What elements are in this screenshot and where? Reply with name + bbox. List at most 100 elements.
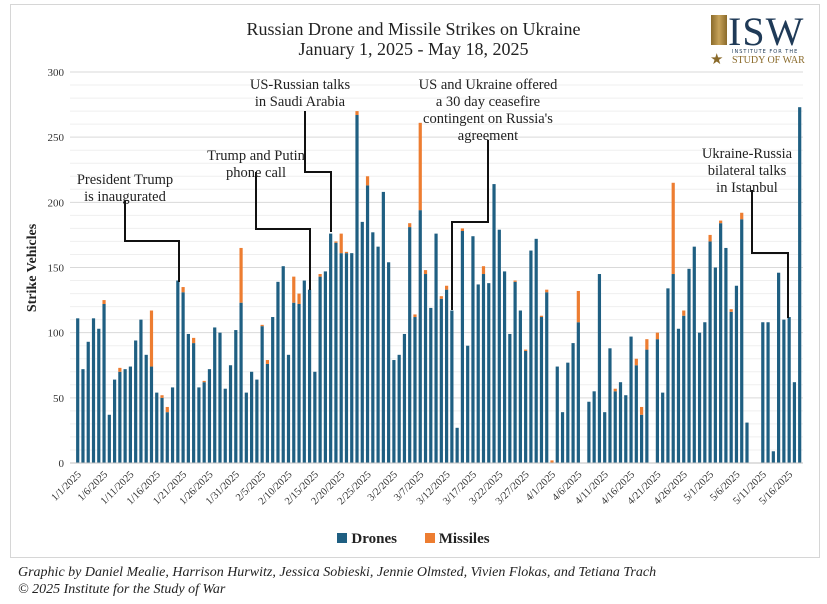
bar-drones xyxy=(545,292,549,463)
bar-missiles xyxy=(423,270,428,275)
bar-drones xyxy=(134,340,138,463)
bar-drones xyxy=(576,322,580,463)
bar-drones xyxy=(766,322,770,463)
bar-drones xyxy=(787,317,791,463)
bar-drones xyxy=(218,332,222,463)
bar-drones xyxy=(676,328,681,463)
bar-missiles xyxy=(365,176,370,186)
chart-subtitle: January 1, 2025 - May 18, 2025 xyxy=(298,39,529,59)
bar-drones xyxy=(666,288,670,463)
bar-drones xyxy=(192,343,196,463)
bar-drones xyxy=(629,336,633,463)
bar-drones xyxy=(281,266,285,463)
bar-drones xyxy=(102,303,106,463)
bar-drones xyxy=(397,354,401,463)
bar-drones xyxy=(160,397,164,463)
logo-column-icon xyxy=(711,15,727,45)
bar-drones xyxy=(107,414,111,463)
y-axis-label: Strike Vehicles xyxy=(25,223,40,313)
bar-drones xyxy=(387,262,391,463)
bar-drones xyxy=(76,318,80,463)
bar-drones xyxy=(186,333,190,463)
bar-missiles xyxy=(344,251,349,254)
bar-drones xyxy=(466,345,470,463)
bar-drones xyxy=(708,241,712,463)
bar-drones xyxy=(418,210,422,463)
y-tick-label: 250 xyxy=(48,132,65,144)
bar-drones xyxy=(360,221,364,463)
bar-drones xyxy=(697,332,702,463)
bar-missiles xyxy=(740,212,744,220)
bar-drones xyxy=(371,232,375,463)
annotation-saudi-talks: US-Russian talks in Saudi Arabia xyxy=(249,77,351,110)
bar-drones xyxy=(655,339,659,463)
bar-drones xyxy=(724,247,728,463)
bar-drones xyxy=(271,317,275,463)
bar-drones xyxy=(91,318,96,463)
annotation-ceasefire: US and Ukraine offered a 30 day ceasefire… xyxy=(418,77,558,144)
bar-missiles xyxy=(639,406,644,415)
bar-drones xyxy=(719,223,723,463)
bar-missiles xyxy=(613,388,617,392)
bar-drones xyxy=(286,354,291,463)
bar-missiles xyxy=(192,337,196,344)
bar-drones xyxy=(734,285,739,463)
bar-drones xyxy=(350,253,354,463)
legend-swatch-drones xyxy=(337,533,348,543)
bar-drones xyxy=(265,363,270,463)
bar-drones xyxy=(761,322,765,463)
annotation-leader-line xyxy=(751,190,789,318)
bar-drones xyxy=(402,333,407,463)
bar-drones xyxy=(307,289,312,463)
bar-drones xyxy=(339,253,343,463)
bar-missiles xyxy=(408,223,412,228)
bar-drones xyxy=(460,231,465,463)
logo-letters: ISW xyxy=(728,9,805,54)
bar-drones xyxy=(170,387,175,463)
annotation-inauguration: President Trump is inaugurated xyxy=(76,172,174,205)
annotation-leader-line xyxy=(255,172,311,290)
bar-missiles xyxy=(719,220,723,224)
star-icon: ★ xyxy=(710,50,724,68)
bar-drones xyxy=(692,246,696,463)
bar-drones xyxy=(771,451,775,463)
annotation-phone-call: Trump and Putin phone call xyxy=(207,148,305,181)
bar-drones xyxy=(713,267,717,463)
bar-drones xyxy=(86,341,90,463)
bar-drones xyxy=(292,302,296,463)
bar-missiles xyxy=(634,358,638,366)
bar-drones xyxy=(313,371,317,463)
bar-drones xyxy=(181,292,185,463)
bar-missiles xyxy=(181,287,185,293)
bar-drones xyxy=(144,354,148,463)
bar-drones xyxy=(355,115,359,463)
bar-drones xyxy=(318,276,322,463)
y-tick-label: 150 xyxy=(48,263,65,275)
bar-missiles xyxy=(655,332,659,340)
bar-drones xyxy=(671,274,675,463)
bar-drones xyxy=(128,366,132,463)
bar-drones xyxy=(508,333,512,463)
bar-drones xyxy=(413,317,417,463)
bar-drones xyxy=(297,303,301,463)
bar-drones xyxy=(244,392,248,463)
bar-drones xyxy=(597,274,602,463)
bar-drones xyxy=(276,281,280,463)
bar-drones xyxy=(197,387,201,463)
bar-drones xyxy=(613,391,617,463)
bar-drones xyxy=(592,391,596,463)
bar-drones xyxy=(123,369,127,463)
legend-item-missiles: Missiles xyxy=(424,531,490,547)
bar-drones xyxy=(239,302,243,463)
bar-drones xyxy=(729,311,733,463)
bar-missiles xyxy=(445,285,449,290)
bar-missiles xyxy=(355,111,359,116)
bar-drones xyxy=(529,250,533,463)
footer-copyright: © 2025 Institute for the Study of War xyxy=(18,582,226,597)
bar-missiles xyxy=(645,339,649,350)
bar-drones xyxy=(439,298,443,463)
bar-drones xyxy=(740,219,744,463)
bar-drones xyxy=(213,327,217,463)
bar-drones xyxy=(302,280,306,463)
bar-missiles xyxy=(102,300,106,304)
